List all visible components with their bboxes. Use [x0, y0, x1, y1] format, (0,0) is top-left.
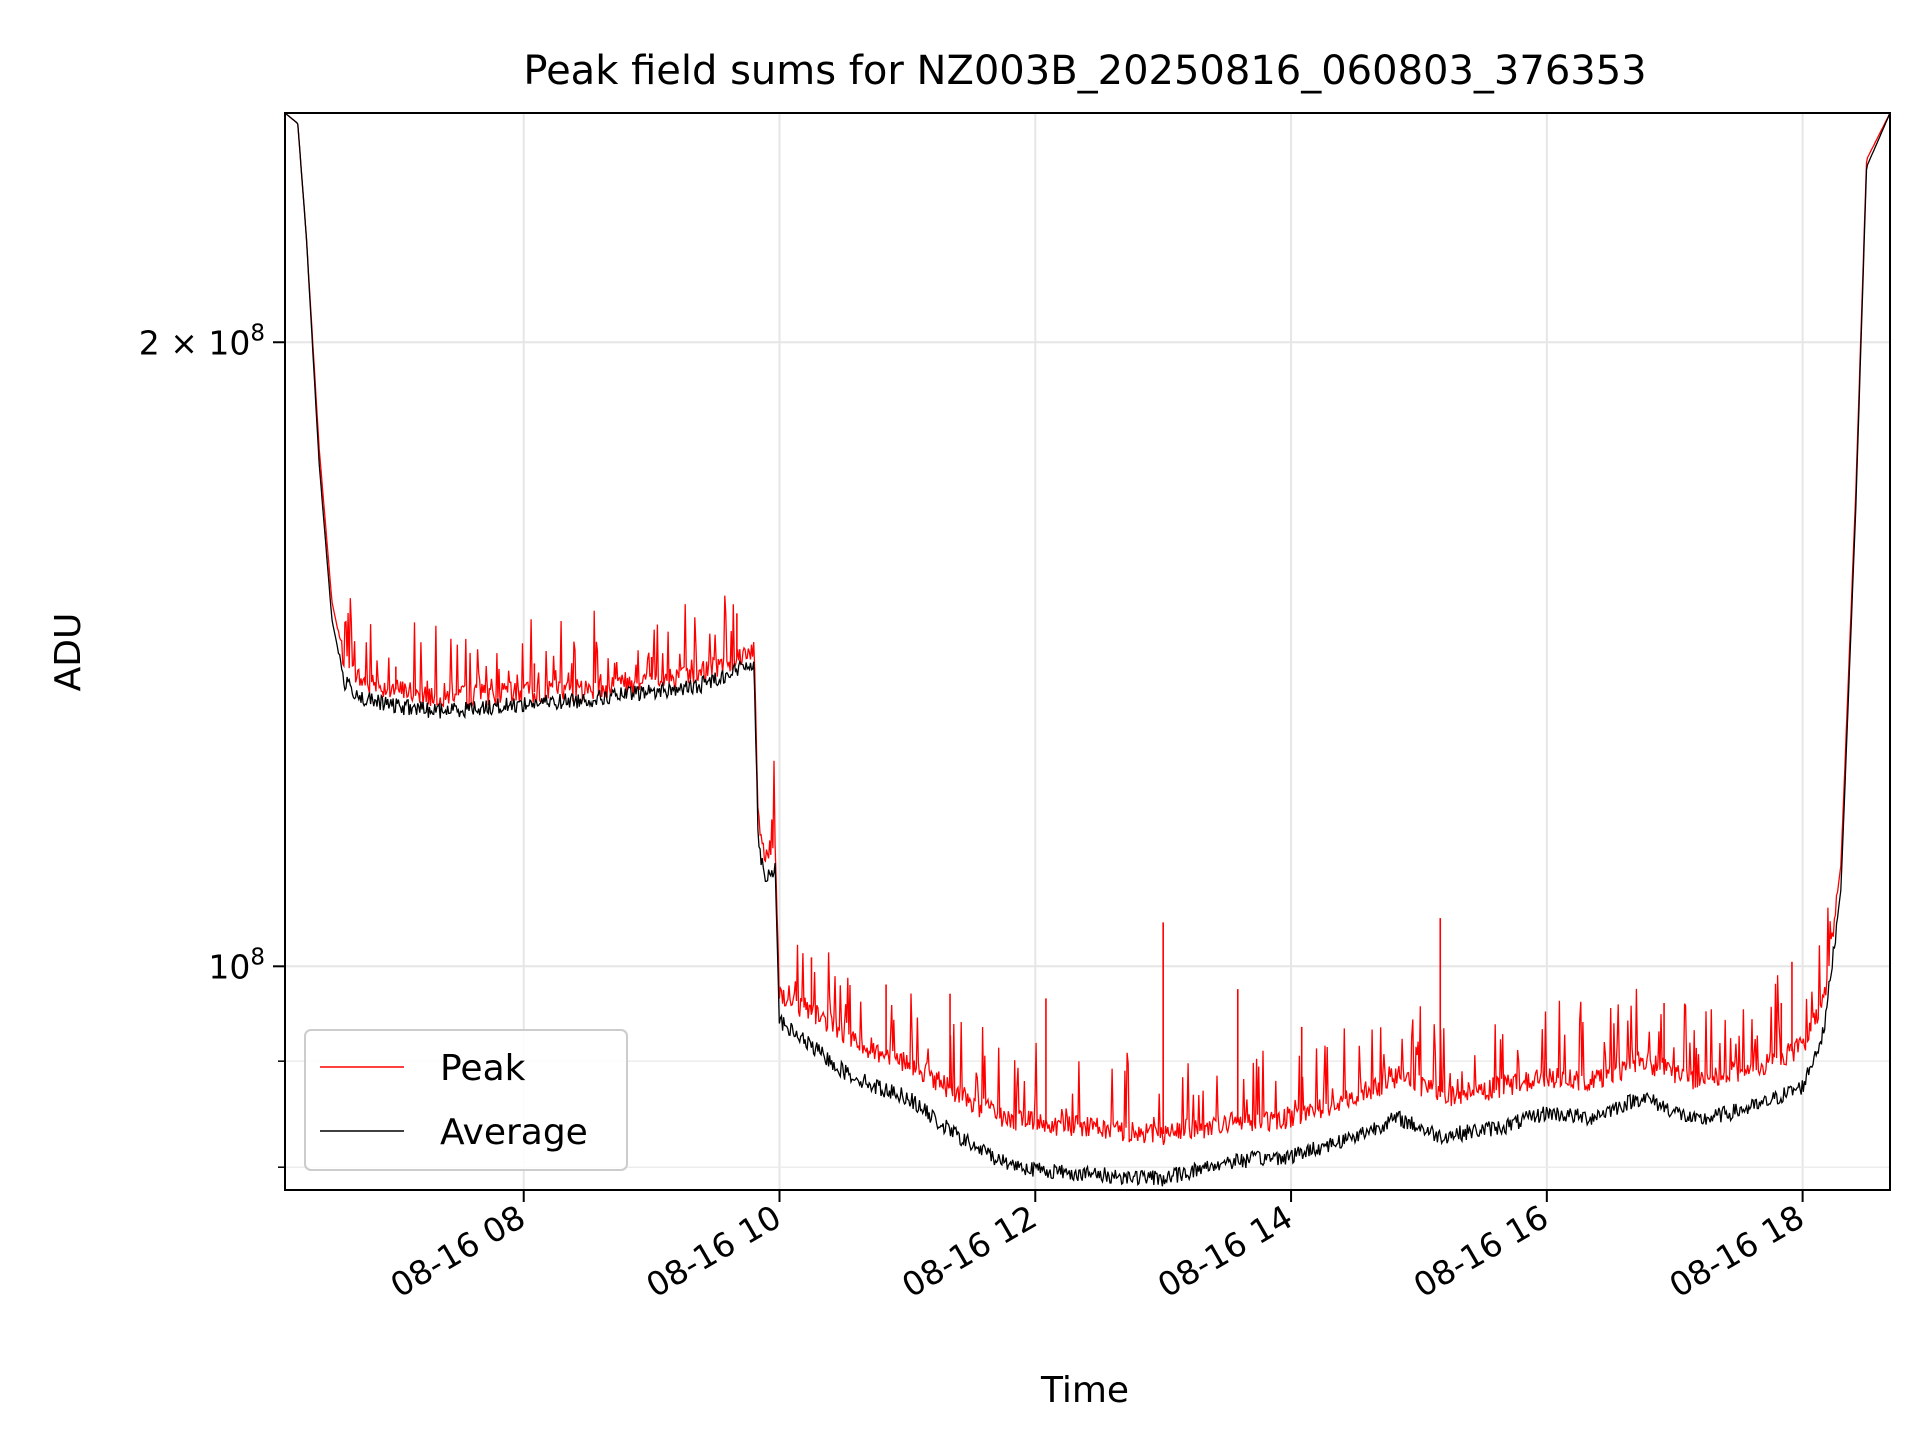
x-tick-label: 08-16 16: [1407, 1197, 1555, 1305]
x-tick-label: 08-16 18: [1663, 1197, 1811, 1305]
legend-label-peak: Peak: [440, 1048, 526, 1089]
y-tick-label-exponent: 8: [250, 944, 265, 970]
legend-label-average: Average: [440, 1112, 588, 1153]
y-tick-label: 2 × 108: [139, 320, 265, 362]
y-tick-label-base: 2 × 10: [139, 323, 251, 362]
x-tick-label: 08-16 14: [1151, 1197, 1299, 1305]
series-layer: [284, 112, 1891, 1187]
y-tick-label-exponent: 8: [250, 320, 265, 346]
x-tick-label: 08-16 08: [384, 1197, 532, 1305]
grid-lines: [285, 113, 1890, 1190]
x-tick-label: 08-16 12: [895, 1197, 1043, 1305]
x-axis-label: Time: [1040, 1370, 1129, 1411]
series-line-peak: [284, 112, 1891, 1146]
legend: Peak Average: [304, 1029, 628, 1171]
y-tick-label-base: 10: [208, 947, 250, 986]
plot-frame: [284, 112, 1891, 1191]
series-line-average: [284, 112, 1891, 1187]
legend-box: [304, 1029, 628, 1171]
y-axis-label: ADU: [48, 613, 89, 692]
y-tick-label: 108: [208, 944, 265, 986]
x-tick-label: 08-16 10: [640, 1197, 788, 1305]
chart-title: Peak field sums for NZ003B_20250816_0608…: [523, 48, 1646, 94]
